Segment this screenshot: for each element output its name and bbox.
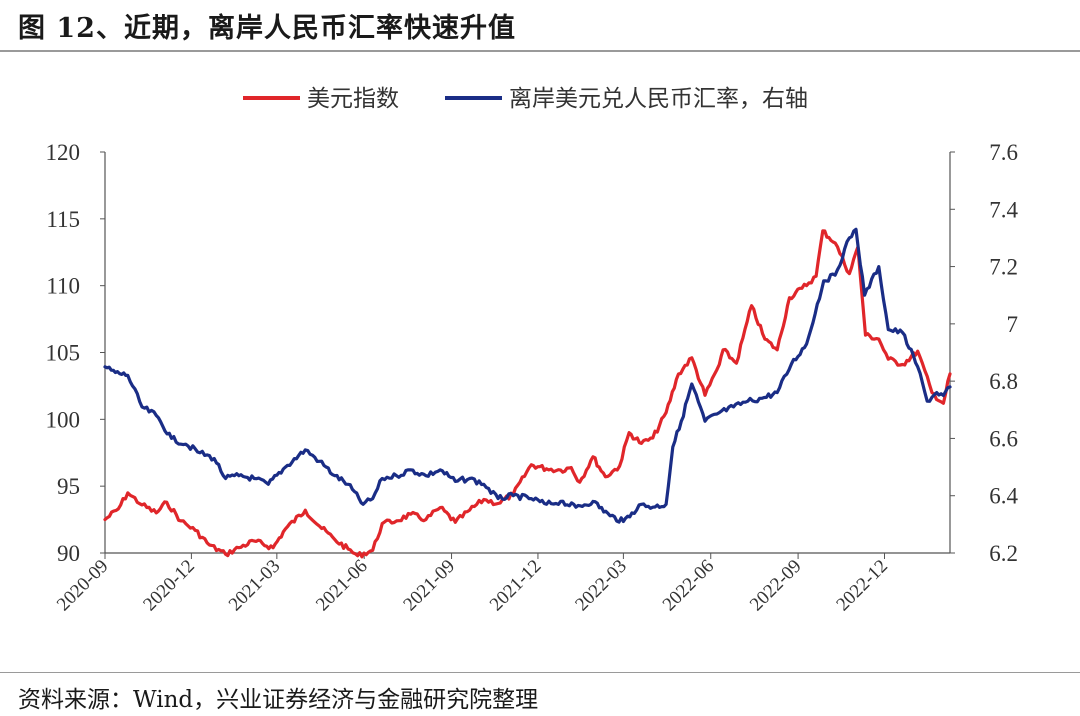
left-tick-label: 95 — [57, 474, 80, 499]
x-tick-label: 2021-09 — [399, 556, 459, 616]
right-tick-label: 6.2 — [989, 541, 1018, 566]
right-tick-label: 6.6 — [989, 426, 1018, 451]
usd-index-line — [103, 229, 952, 559]
line-chart: 美元指数 离岸美元兑人民币汇率，右轴 90 95 100 105 110 115 120 6.2… — [46, 86, 1019, 615]
x-tick-label: 2022-09 — [746, 556, 806, 616]
right-tick-label: 7.4 — [989, 197, 1018, 222]
x-tick-label: 2020-12 — [139, 556, 199, 616]
right-tick-label: 7 — [1007, 312, 1019, 337]
x-tick-label: 2021-06 — [312, 556, 372, 616]
x-tick-label: 2021-03 — [225, 556, 285, 616]
right-tick-label: 6.4 — [989, 484, 1018, 509]
x-tick-label: 2022-06 — [659, 556, 719, 616]
right-tick-label: 7.6 — [989, 140, 1018, 165]
chart-legend: 美元指数 离岸美元兑人民币汇率，右轴 — [243, 86, 808, 112]
left-tick-label: 105 — [46, 341, 81, 366]
chart-series — [103, 227, 952, 559]
chart-title: 图 12、近期，离岸人民币汇率快速升值 — [18, 13, 516, 44]
left-tick-label: 100 — [46, 407, 81, 432]
left-tick-label: 115 — [46, 207, 80, 232]
left-tick-label: 110 — [46, 274, 80, 299]
left-tick-label: 120 — [46, 140, 81, 165]
right-tick-label: 6.8 — [989, 369, 1018, 394]
x-tick-label: 2022-03 — [571, 556, 631, 616]
source-note: 资料来源：Wind，兴业证券经济与金融研究院整理 — [18, 687, 539, 713]
x-tick-label: 2022-12 — [832, 556, 892, 616]
usdcnh-line — [103, 227, 952, 524]
legend-usdcnh-label: 离岸美元兑人民币汇率，右轴 — [509, 86, 808, 112]
x-tick-label: 2021-12 — [486, 556, 546, 616]
right-tick-label: 7.2 — [989, 255, 1018, 280]
title-divider — [0, 50, 1080, 52]
chart-axes: 90 95 100 105 110 115 120 6.2 6.4 6.6 6.8 7 7.2 7.4 7.… — [46, 140, 1019, 615]
legend-usd-index-label: 美元指数 — [307, 86, 399, 112]
footer-divider — [0, 672, 1080, 673]
left-tick-label: 90 — [57, 541, 80, 566]
